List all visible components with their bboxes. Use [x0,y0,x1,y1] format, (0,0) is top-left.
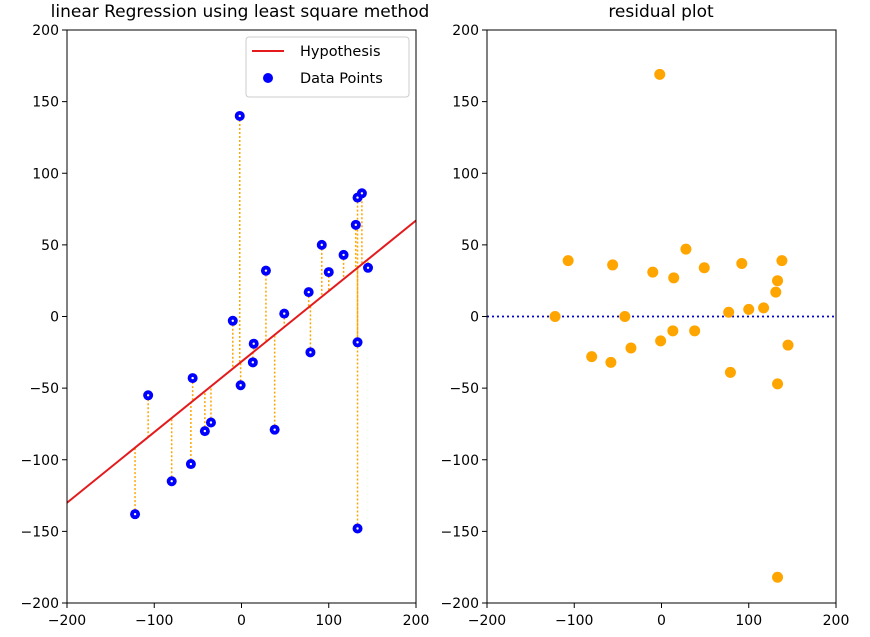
residual-plot-area [487,68,836,583]
regression-x-tick-label: 100 [315,613,342,629]
legend-box [245,36,410,98]
residual-y-tick-label: −200 [441,596,479,612]
residual-point [782,339,794,351]
residual-point [647,266,659,278]
data-point-center-dot [356,341,359,344]
data-point-center-dot [252,342,255,345]
regression-y-tick-label: 150 [32,95,59,111]
residual-y-tick-label: 50 [461,238,479,254]
residual-point [680,243,692,255]
data-point-center-dot [231,319,234,322]
data-point-center-dot [309,351,312,354]
residual-point [723,306,735,318]
hypothesis-line [67,219,416,504]
residual-chart: residual plot −200 −100 0 100 200 −200 −150 −10… [441,2,850,629]
residual-x-tick-label: −200 [468,613,506,629]
data-point-center-dot [320,243,323,247]
residual-axes: −200 −100 0 100 200 −200 −150 −100 −50 0 50 100 150 2… [441,23,850,629]
residual-point [667,325,679,337]
residual-point [605,356,617,368]
residual-y-tick-label: 100 [452,166,479,182]
residual-point [619,311,631,322]
residual-point [549,311,561,322]
residual-y-tick-label: −50 [449,381,479,397]
legend-data-points-swatch [263,73,273,83]
residual-y-tick-label: 200 [452,23,479,39]
residual-y-tick-label: 0 [470,310,479,326]
data-point-center-dot [189,462,193,466]
data-point-center-dot [191,376,194,380]
data-point-center-dot [251,361,255,364]
residual-x-tick-label: −100 [555,613,593,629]
regression-x-tick-label: 200 [403,613,430,629]
data-point-center-dot [209,421,213,424]
residual-point [689,325,701,337]
residual-chart-title: residual plot [608,2,714,22]
residual-point [698,262,710,274]
data-point-center-dot [170,480,173,483]
regression-x-tick-label: −100 [135,613,173,629]
residual-point [758,302,770,314]
regression-y-tick-label: 50 [41,238,59,254]
residual-x-tick-label: 100 [735,613,762,629]
regression-y-tick-label: −200 [21,596,59,612]
residual-point [736,257,748,269]
residual-x-tick-label: 200 [823,613,850,629]
residual-point [654,68,666,80]
data-point-center-dot [307,290,310,294]
residual-point [772,378,784,390]
regression-chart: linear Regression using least square met… [21,2,430,629]
residual-point [772,571,784,583]
residual-point [668,272,680,284]
residual-point [562,255,574,267]
residual-point [772,275,784,287]
residual-point [586,351,598,363]
data-point-center-dot [356,196,359,199]
data-point-center-dot [238,114,241,118]
residual-point [770,286,782,298]
residual-point [724,366,736,378]
regression-y-tick-label: 0 [50,310,59,326]
residual-point [776,255,788,267]
legend-data-points-label: Data Points [300,71,383,87]
residual-x-tick-label: 0 [657,613,666,629]
data-point-center-dot [360,192,364,195]
data-point-center-dot [273,428,276,431]
regression-axes: −200 −100 0 100 200 −200 −150 −100 −50 0 50 100 150 2… [21,23,430,629]
data-point-center-dot [327,270,330,274]
data-point-center-dot [203,429,207,433]
regression-y-tick-label: 100 [32,166,59,182]
data-point-center-dot [356,527,359,530]
data-point-center-dot [146,394,150,397]
regression-y-tick-label: −100 [21,453,59,469]
regression-y-tick-label: −150 [21,524,59,540]
data-point-center-dot [283,312,286,315]
legend-hypothesis-label: Hypothesis [300,44,381,60]
residual-y-tick-label: −100 [441,453,479,469]
residual-point [743,303,755,315]
data-point-center-dot [264,269,268,272]
regression-chart-title: linear Regression using least square met… [51,2,430,22]
regression-plot-area [67,110,416,534]
regression-y-tick-label: −50 [29,381,59,397]
residual-y-tick-label: 150 [452,95,479,111]
data-point-center-dot [239,384,242,387]
regression-x-tick-label: 0 [237,613,246,629]
residual-y-tick-label: −150 [441,524,479,540]
residual-point [655,335,667,347]
legend: Hypothesis Data Points [245,36,410,98]
data-point-center-dot [342,253,345,257]
residual-point [625,342,637,354]
regression-x-tick-label: −200 [48,613,86,629]
residual-point [607,259,619,271]
data-point-center-dot [366,266,370,269]
data-point-center-dot [354,223,357,227]
regression-y-tick-label: 200 [32,23,59,39]
data-point-center-dot [133,512,137,516]
